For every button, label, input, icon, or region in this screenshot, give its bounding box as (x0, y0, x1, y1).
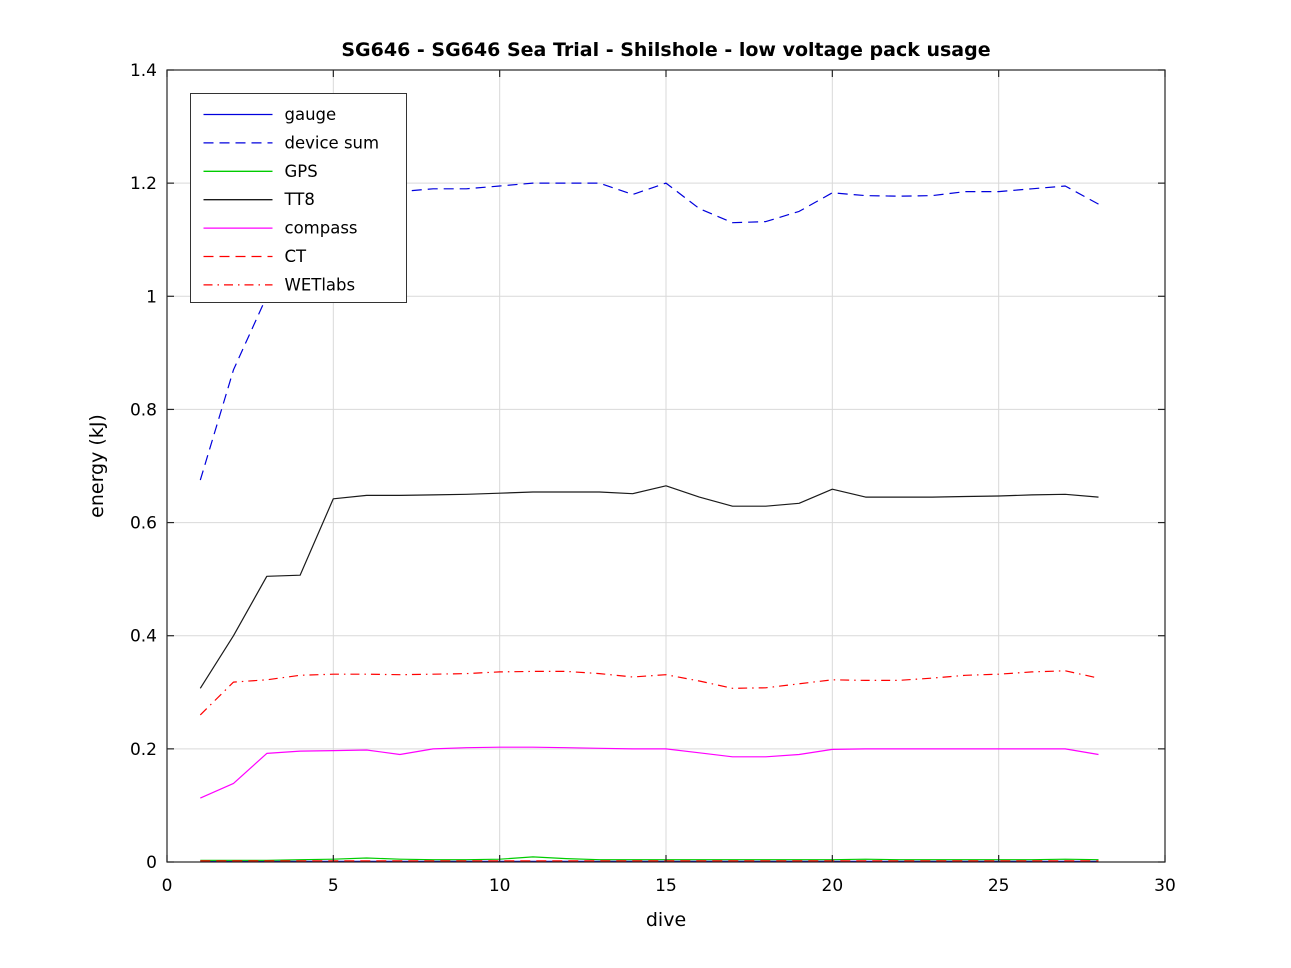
chart-title: SG646 - SG646 Sea Trial - Shilshole - lo… (341, 39, 990, 61)
x-axis-label: dive (646, 909, 686, 931)
legend-label: WETlabs (285, 275, 356, 294)
legend-label: GPS (285, 162, 318, 181)
legend-item: device sum (203, 133, 380, 152)
y-tick-label: 1 (146, 287, 157, 307)
y-tick-label: 1.2 (130, 174, 157, 194)
legend-label: device sum (285, 133, 380, 152)
series-line-wetlabs (199, 670, 1099, 716)
series-line-compass (200, 746, 1099, 799)
y-tick-label: 0.6 (130, 514, 157, 534)
y-axis-label: energy (kJ) (86, 414, 108, 518)
x-tick-label: 10 (489, 876, 511, 896)
series-line-gps (200, 856, 1099, 861)
x-tick-label: 25 (988, 876, 1010, 896)
x-tick-label: 15 (655, 876, 677, 896)
y-tick-label: 0 (146, 853, 157, 873)
legend-label: compass (285, 219, 358, 238)
legend-item: TT8 (203, 190, 315, 209)
legend-label: TT8 (284, 190, 315, 209)
y-tick-label: 0.4 (130, 627, 157, 647)
x-tick-label: 5 (328, 876, 339, 896)
legend: gauge device sum GPS TT8 compass CT WETlabs (190, 93, 407, 303)
y-tick-label: 0.2 (130, 740, 157, 760)
legend-label: gauge (285, 105, 337, 124)
legend-item: WETlabs (203, 275, 356, 294)
series-line-tt8 (199, 485, 1099, 689)
x-tick-label: 20 (822, 876, 844, 896)
legend-item: compass (203, 219, 358, 238)
legend-item: GPS (203, 162, 318, 181)
y-tick-label: 1.4 (130, 61, 157, 81)
y-tick-label: 0.8 (130, 400, 157, 420)
x-tick-label: 0 (162, 876, 173, 896)
series-line-device-sum (199, 182, 1099, 481)
x-tick-label: 30 (1154, 876, 1176, 896)
legend-label: CT (285, 247, 308, 266)
legend-box (190, 93, 407, 303)
legend-item: CT (203, 247, 308, 266)
legend-item: gauge (203, 105, 337, 124)
